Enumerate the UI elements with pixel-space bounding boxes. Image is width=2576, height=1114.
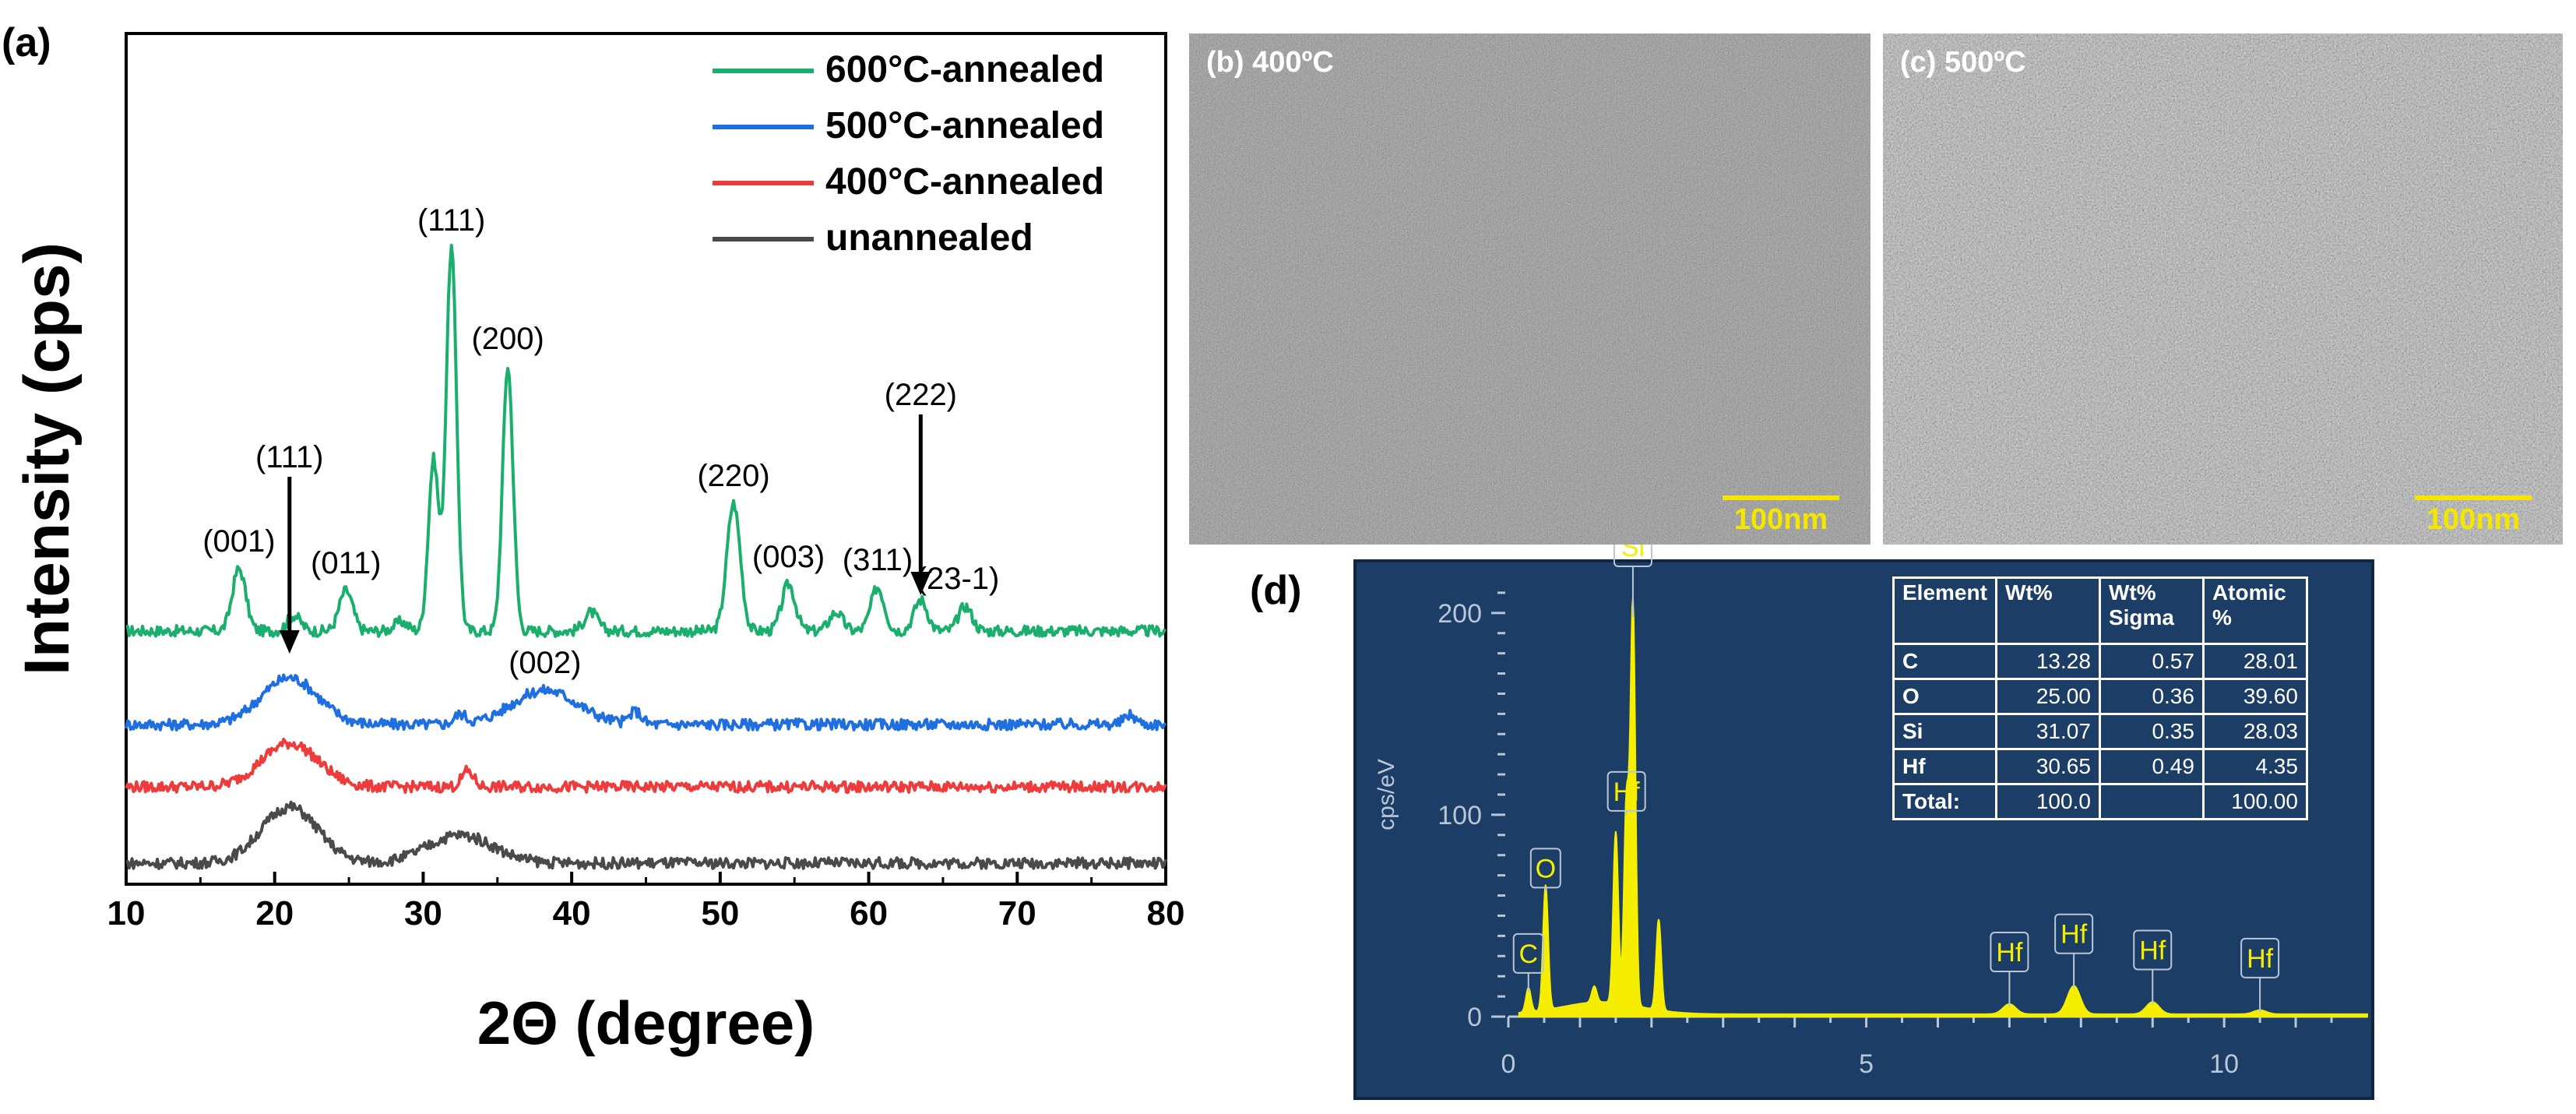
scale-bar-400: 100nm xyxy=(1723,495,1839,537)
table-row: C 13.28 0.57 28.01 xyxy=(1892,643,2308,680)
eds-element-marker: Hf xyxy=(1614,777,1641,807)
panel-a-label: (a) xyxy=(2,20,51,65)
sem-image-400: (b) 400ºC 100nm xyxy=(1189,33,1870,545)
header-atomic: Atomic% xyxy=(2201,576,2308,645)
table-cell-wt: 31.07 xyxy=(1994,713,2101,750)
peak-label: (003) xyxy=(752,540,825,574)
eds-marker-box xyxy=(1529,848,1561,889)
eds-marker-box xyxy=(2054,913,2094,954)
table-cell-element: Hf xyxy=(1892,748,1997,785)
header-element: Element xyxy=(1892,576,1997,645)
eds-y-tick-label: 0 xyxy=(1467,1003,1482,1032)
peak-label: (23-1) xyxy=(917,562,1000,596)
table-cell-atomic: 4.35 xyxy=(2201,748,2308,785)
xrd-plot: 10 20 30 40 50 60 70 80 2Θ (degree) Intensity (cp… xyxy=(12,32,1185,1057)
table-row: O 25.00 0.36 39.60 xyxy=(1892,678,2308,715)
eds-marker-box xyxy=(1990,932,2029,973)
table-cell-sigma xyxy=(2098,783,2205,820)
eds-marker-box xyxy=(1512,932,1544,974)
peak-label: (002) xyxy=(509,646,581,680)
table-cell-atomic: 28.03 xyxy=(2201,713,2308,750)
panel-d-label: (d) xyxy=(1250,568,1301,613)
x-tick-label: 20 xyxy=(255,894,294,932)
table-cell-sigma: 0.35 xyxy=(2098,713,2205,750)
table-cell-element: Si xyxy=(1892,713,1997,750)
table-cell-element: O xyxy=(1892,678,1997,715)
table-cell-atomic: 39.60 xyxy=(2201,678,2308,715)
sem-texture xyxy=(1883,33,2563,545)
eds-marker-box xyxy=(2133,929,2173,971)
x-axis-label: 2Θ (degree) xyxy=(477,989,815,1057)
eds-element-marker: C xyxy=(1519,939,1538,969)
peak-label: (311) xyxy=(843,543,913,577)
eds-x-tick-label: 5 xyxy=(1859,1049,1874,1079)
eds-element-marker: Hf xyxy=(2060,920,2088,950)
xrd-series-0 xyxy=(125,243,1167,638)
peak-label: (222) xyxy=(885,378,957,412)
table-cell-wt: 13.28 xyxy=(1994,643,2101,680)
sem-label-400: (b) 400ºC xyxy=(1206,46,1334,79)
eds-y-tick-label: 200 xyxy=(1438,599,1482,629)
table-cell-wt: 100.0 xyxy=(1994,783,2101,820)
table-cell-sigma: 0.36 xyxy=(2098,678,2205,715)
sem-label-500: (c) 500ºC xyxy=(1900,46,2026,79)
table-cell-sigma: 0.57 xyxy=(2098,643,2205,680)
legend-entry: unannealed xyxy=(825,217,1033,259)
table-row: Total: 100.0 100.00 xyxy=(1892,783,2308,820)
eds-element-marker: Hf xyxy=(2139,936,2166,965)
eds-element-marker: Hf xyxy=(1996,938,2023,968)
table-cell-wt: 30.65 xyxy=(1994,748,2101,785)
peak-arrowhead xyxy=(910,572,931,595)
x-tick-label: 10 xyxy=(107,894,146,932)
peak-label: (200) xyxy=(471,322,544,356)
x-tick-label: 80 xyxy=(1147,894,1185,932)
table-cell-atomic: 100.00 xyxy=(2201,783,2308,820)
table-cell-wt: 25.00 xyxy=(1994,678,2101,715)
peak-label: (111) xyxy=(417,203,485,238)
legend-entry: 500°C-annealed xyxy=(825,105,1104,146)
xrd-series-1 xyxy=(125,673,1167,732)
x-tick-label: 30 xyxy=(404,894,442,932)
scale-bar-500: 100nm xyxy=(2415,495,2532,537)
y-axis-label: Intensity (cps) xyxy=(12,242,83,675)
legend-entry: 600°C-annealed xyxy=(825,49,1104,90)
table-row: Si 31.07 0.35 28.03 xyxy=(1892,713,2308,750)
sem-image-500: (c) 500ºC 100nm xyxy=(1883,33,2563,545)
header-wt-sigma: Wt% Sigma xyxy=(2098,576,2205,645)
peak-label: (011) xyxy=(311,546,381,580)
table-cell-element: Total: xyxy=(1892,783,1997,820)
scale-bar-text: 100nm xyxy=(2426,503,2521,536)
eds-x-tick-label: 0 xyxy=(1501,1049,1516,1079)
table-cell-element: C xyxy=(1892,643,1997,680)
eds-x-tick-label: 10 xyxy=(2209,1049,2239,1079)
eds-element-marker: O xyxy=(1536,854,1556,883)
peak-label: (001) xyxy=(202,524,275,559)
legend-entry: 400°C-annealed xyxy=(825,161,1104,203)
peak-label: (220) xyxy=(697,459,769,493)
table-row: Hf 30.65 0.49 4.35 xyxy=(1892,748,2308,785)
eds-spectrum xyxy=(1518,598,2368,1017)
header-wt: Wt% xyxy=(1994,576,2101,645)
table-header-row: Element Wt% Wt% Sigma Atomic% xyxy=(1892,576,2308,645)
scale-bar-text: 100nm xyxy=(1733,503,1828,536)
eds-element-marker: Hf xyxy=(2247,944,2274,974)
eds-composition-table: Element Wt% Wt% Sigma Atomic% C 13.28 0.57 2… xyxy=(1892,576,2308,820)
x-tick-label: 40 xyxy=(553,894,591,932)
eds-y-tick-label: 100 xyxy=(1438,801,1482,830)
peak-arrowhead xyxy=(279,630,300,654)
table-cell-atomic: 28.01 xyxy=(2201,643,2308,680)
sem-texture xyxy=(1189,33,1870,545)
peak-label: (111) xyxy=(255,440,323,474)
eds-marker-box xyxy=(2240,937,2280,978)
eds-marker-box xyxy=(1606,770,1646,812)
xrd-series-3 xyxy=(125,800,1167,870)
table-cell-sigma: 0.49 xyxy=(2098,748,2205,785)
x-tick-label: 50 xyxy=(701,894,739,932)
eds-y-axis-label: cps/eV xyxy=(1374,759,1399,830)
x-tick-label: 60 xyxy=(850,894,888,932)
xrd-series-2 xyxy=(125,738,1167,794)
x-tick-label: 70 xyxy=(998,894,1036,932)
